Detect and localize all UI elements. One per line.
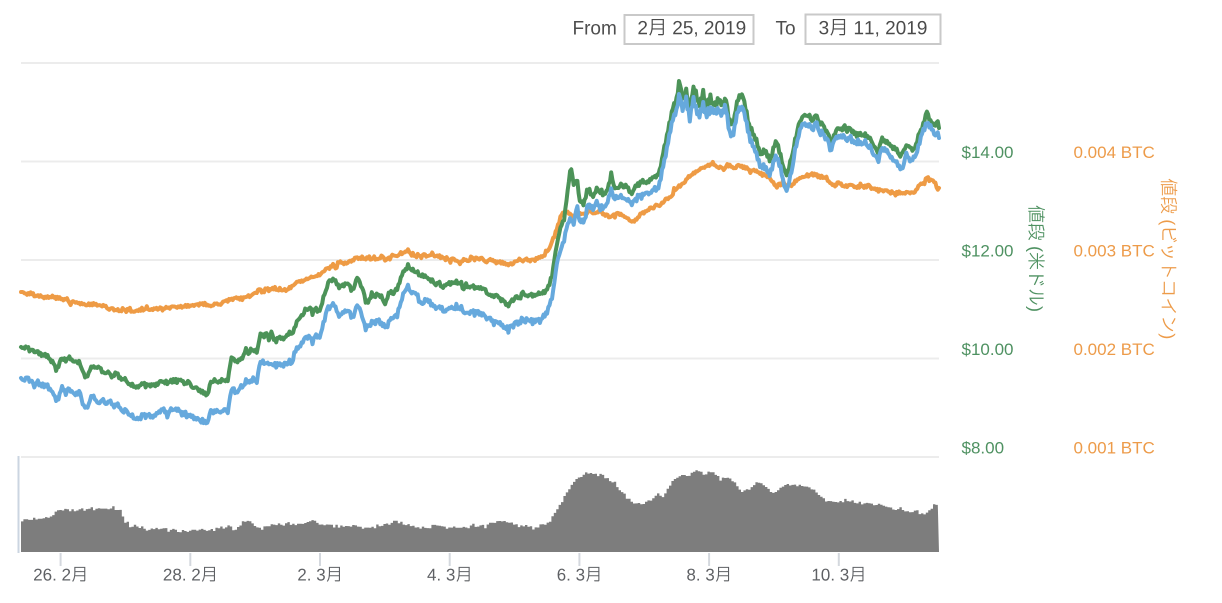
- svg-text:0.003 BTC: 0.003 BTC: [1074, 242, 1155, 261]
- svg-text:From: From: [573, 19, 617, 40]
- svg-text:$12.00: $12.00: [962, 242, 1014, 261]
- svg-text:$10.00: $10.00: [962, 340, 1014, 359]
- svg-text:$8.00: $8.00: [962, 439, 1005, 458]
- svg-text:0.001 BTC: 0.001 BTC: [1074, 439, 1155, 458]
- svg-text:0.004 BTC: 0.004 BTC: [1074, 143, 1155, 162]
- svg-text:To: To: [776, 19, 796, 40]
- svg-text:$14.00: $14.00: [962, 143, 1014, 162]
- svg-text:0.002 BTC: 0.002 BTC: [1074, 340, 1155, 359]
